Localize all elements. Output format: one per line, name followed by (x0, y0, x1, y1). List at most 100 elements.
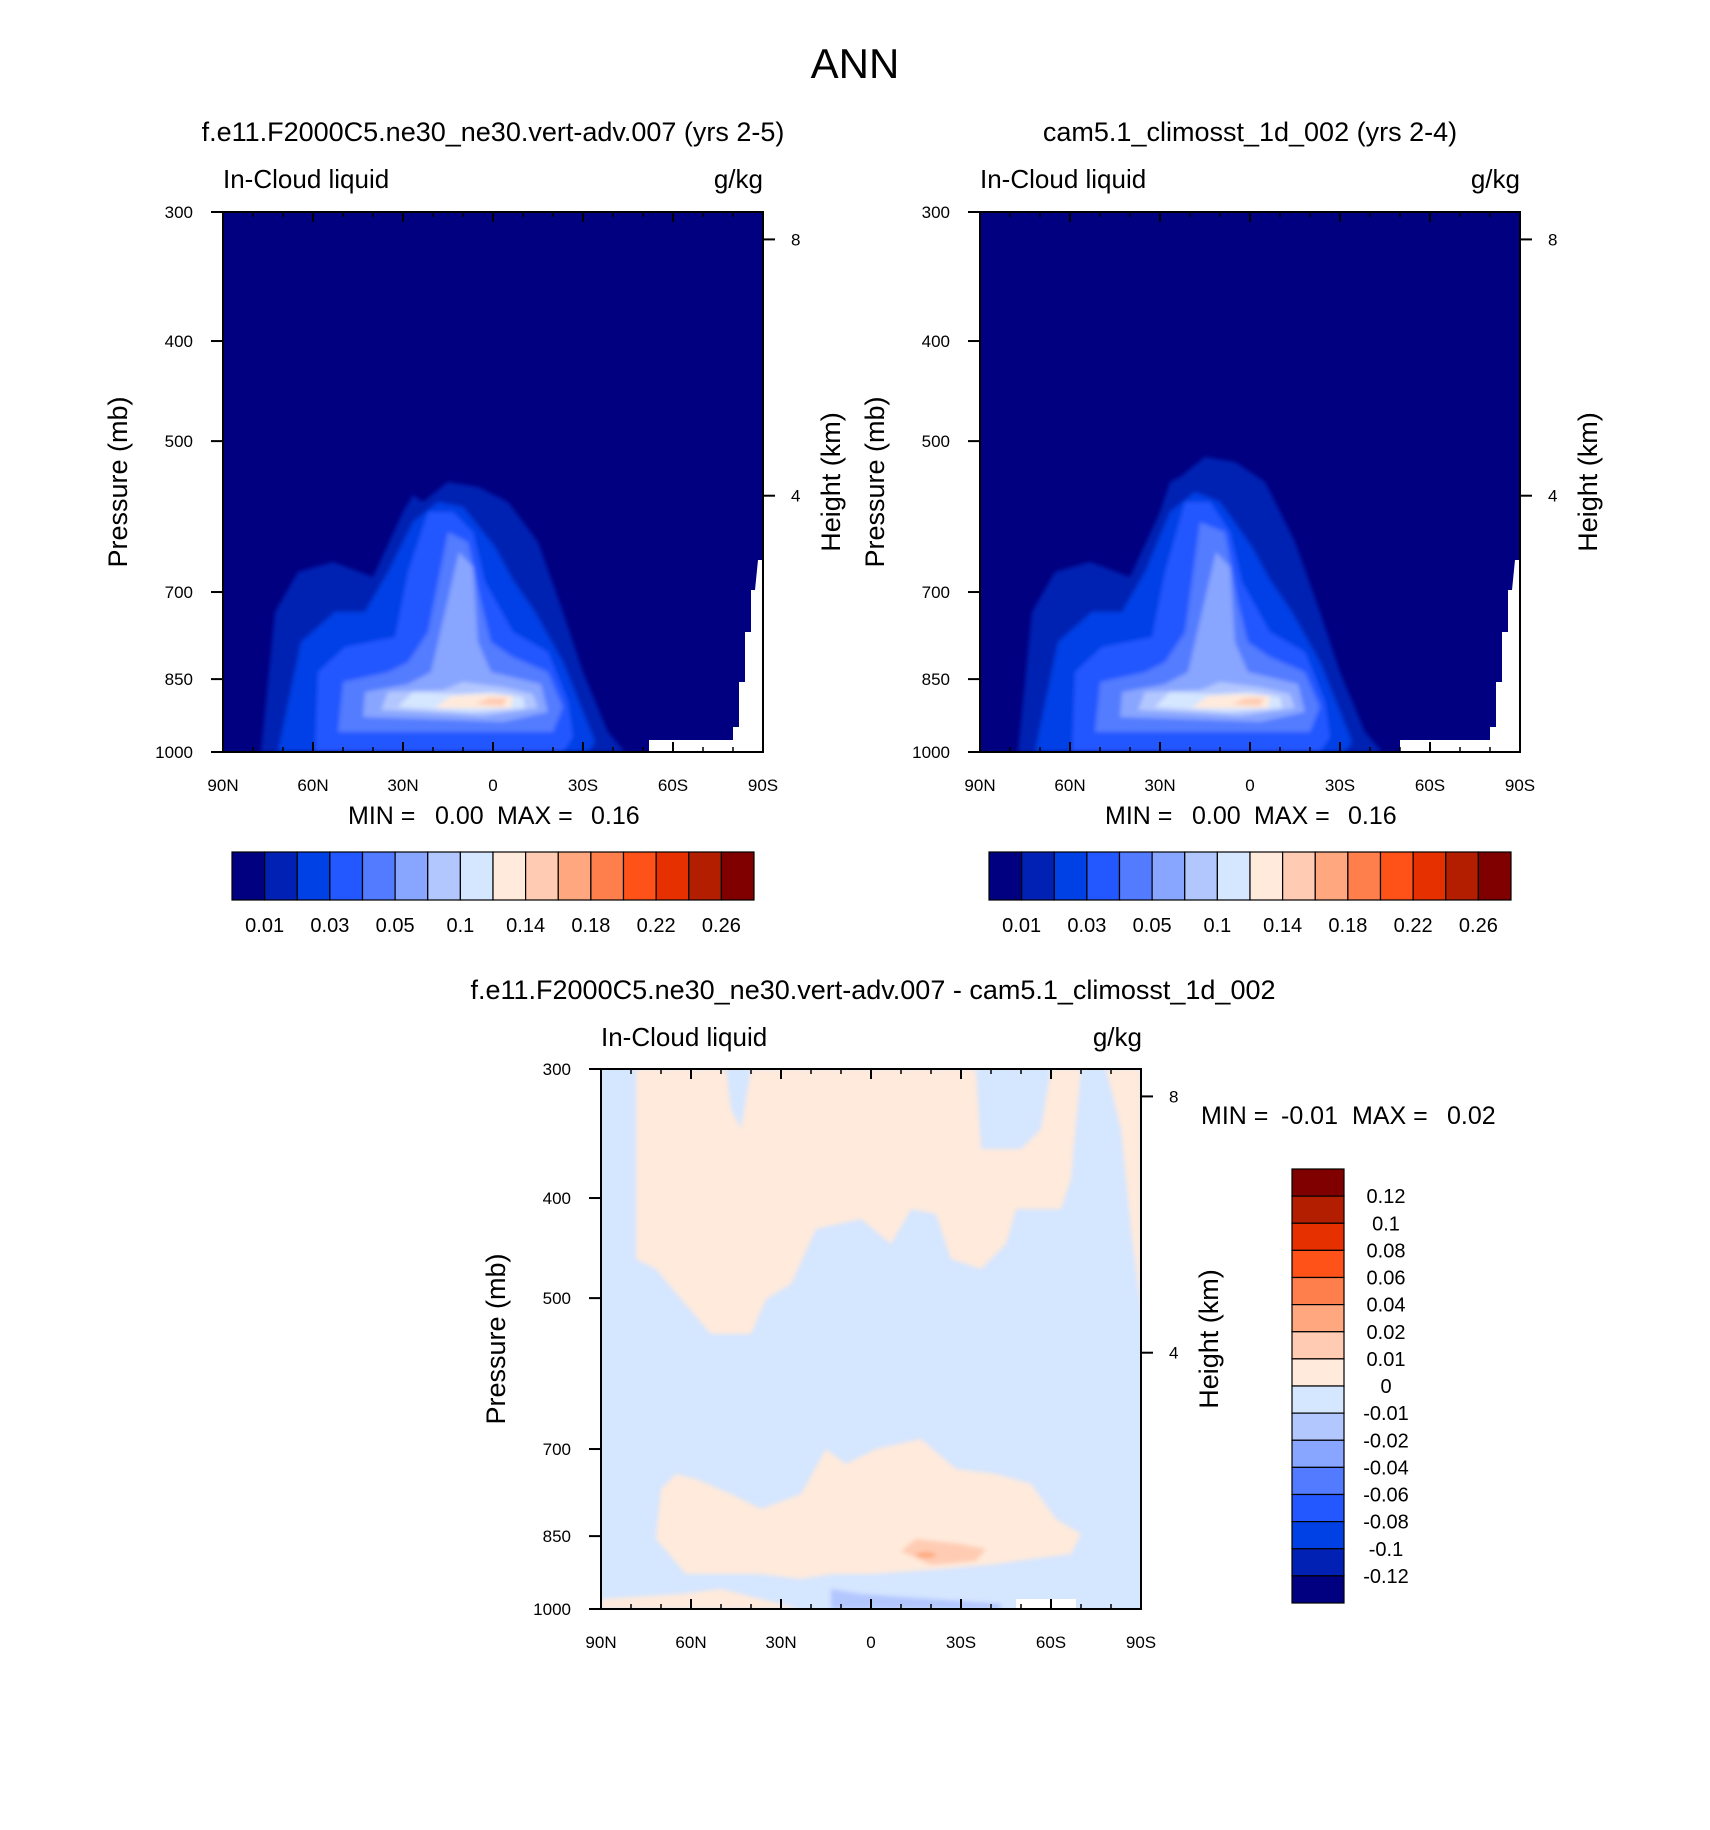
colorbar-label: 0.18 (571, 915, 610, 937)
x-tick-label: 90S (1126, 1633, 1156, 1652)
x-tick-label: 90N (964, 776, 995, 795)
stats-min-value: -0.01 (1281, 1102, 1338, 1130)
colorbar-box (1291, 1521, 1345, 1550)
y-right-tick-label: 8 (1548, 230, 1557, 249)
colorbar-box (1291, 1493, 1345, 1523)
colorbar-box (1151, 851, 1186, 901)
stats-min-value: 0.00 (1192, 802, 1241, 830)
colorbar-box (1216, 851, 1251, 901)
colorbar-label: -0.1 (1369, 1539, 1403, 1561)
contour-level-5 (363, 552, 548, 722)
x-tick-label: 30N (1144, 776, 1175, 795)
y-tick-label: 400 (922, 332, 950, 351)
colorbar-box (720, 851, 755, 901)
positive-anomaly-core (901, 1539, 986, 1565)
missing-data-mask (1016, 1599, 1076, 1609)
colorbar-box (1291, 1575, 1345, 1604)
x-tick-label: 30N (387, 776, 418, 795)
colorbar-box (296, 851, 331, 901)
stats-max-value: 0.16 (1348, 802, 1397, 830)
y-tick-label: 1000 (533, 1600, 571, 1619)
x-tick-label: 90N (207, 776, 238, 795)
y-tick-label: 1000 (912, 743, 950, 762)
colorbar-box (557, 851, 592, 901)
colorbar-box (590, 851, 625, 901)
y-tick-label: 300 (165, 203, 193, 222)
colorbar-box (1249, 851, 1284, 901)
panel-2-colorbar: 0.01 0.03 0.05 0.1 0.14 0.18 0.22 0.26 (988, 851, 1512, 937)
colorbar-box (1477, 851, 1512, 901)
colorbar-label: 0.1 (1203, 915, 1231, 937)
y-tick-label: 300 (543, 1060, 571, 1079)
panel-1-axes: 90N 60N 30N 0 30S 60S 90S 300 400 500 700 850 1000 8 4 (155, 203, 800, 795)
x-tick-label: 30S (568, 776, 598, 795)
negative-anomaly-surface-strip (831, 1589, 1001, 1609)
y-tick-label: 500 (543, 1289, 571, 1308)
colorbar-label: 0 (1380, 1376, 1391, 1398)
x-tick-label: 0 (866, 1633, 875, 1652)
colorbar-label: 0.03 (310, 915, 349, 937)
y-tick-label: 850 (165, 670, 193, 689)
colorbar-label: 0.14 (506, 915, 545, 937)
colorbar-box (1412, 851, 1447, 901)
colorbar-box (394, 851, 429, 901)
colorbar-box (1184, 851, 1218, 901)
panel-3-plot-area: 90N 60N 30N 0 30S 60S 90S 300 400 500 700 850 1000 8 4 (533, 1060, 1178, 1652)
panel-1-stats: MIN = 0.00 MAX = 0.16 (348, 802, 640, 830)
x-tick-label: 60S (1036, 1633, 1066, 1652)
colorbar-box (1445, 851, 1479, 901)
colorbar-box (1291, 1331, 1345, 1360)
panel-2-title: cam5.1_climosst_1d_002 (yrs 2-4) (1043, 117, 1457, 147)
contour-level-9 (475, 698, 507, 706)
figure-title: ANN (811, 40, 900, 87)
x-tick-label: 90N (585, 1633, 616, 1652)
y-tick-label: 500 (165, 432, 193, 451)
contour-level-5 (1120, 552, 1305, 722)
colorbar-label: 0.05 (1133, 915, 1172, 937)
colorbar-box (361, 851, 396, 901)
colorbar-box (231, 851, 266, 901)
panel-2-variable-label: In-Cloud liquid (980, 164, 1146, 194)
y-tick-label: 500 (922, 432, 950, 451)
colorbar-box (525, 851, 559, 901)
colorbar-box (622, 851, 657, 901)
colorbar-box (1347, 851, 1382, 901)
y-right-tick-label: 4 (1548, 487, 1557, 506)
positive-anomaly-region-upper (636, 1069, 1081, 1334)
panel-3-axes: 90N 60N 30N 0 30S 60S 90S 300 400 500 700 850 1000 8 4 (533, 1060, 1178, 1652)
x-tick-label: 0 (1245, 776, 1254, 795)
colorbar-label: -0.08 (1363, 1512, 1409, 1534)
colorbar-label: 0.22 (637, 915, 676, 937)
colorbar-box (1291, 1249, 1345, 1279)
stats-max-value: 0.16 (591, 802, 640, 830)
colorbar-box (1053, 851, 1088, 901)
panel-3-title: f.e11.F2000C5.ne30_ne30.vert-adv.007 - c… (470, 975, 1275, 1005)
colorbar-box (1291, 1195, 1345, 1224)
y-tick-label: 400 (543, 1189, 571, 1208)
colorbar-box (1291, 1276, 1345, 1306)
colorbar-box (492, 851, 527, 901)
stats-max-label: MAX = (497, 802, 573, 830)
colorbar-label: 0.05 (376, 915, 415, 937)
panel-2-axes: 90N 60N 30N 0 30S 60S 90S 300 400 500 700 850 1000 8 4 (912, 203, 1557, 795)
positive-anomaly-region-right (1106, 1069, 1141, 1309)
x-tick-label: 0 (488, 776, 497, 795)
panel-2-stats: MIN = 0.00 MAX = 0.16 (1105, 802, 1397, 830)
x-tick-label: 60N (675, 1633, 706, 1652)
colorbar-box (1291, 1222, 1345, 1251)
colorbar-box (1291, 1385, 1345, 1414)
y-right-tick-label: 8 (1169, 1087, 1178, 1106)
colorbar-label: 0.26 (1459, 915, 1498, 937)
panel-1: f.e11.F2000C5.ne30_ne30.vert-adv.007 (yr… (103, 117, 846, 937)
colorbar-label: -0.01 (1363, 1403, 1409, 1425)
stats-min-value: 0.00 (435, 802, 484, 830)
panel-2: cam5.1_climosst_1d_002 (yrs 2-4) In-Clou… (860, 117, 1603, 937)
colorbar-box (1021, 851, 1055, 901)
colorbar-box (1291, 1168, 1345, 1197)
y-right-tick-label: 8 (791, 230, 800, 249)
x-tick-label: 60N (1054, 776, 1085, 795)
colorbar-box (1291, 1358, 1345, 1387)
y-tick-label: 700 (922, 583, 950, 602)
panel-2-ylabel: Pressure (mb) (860, 396, 890, 567)
